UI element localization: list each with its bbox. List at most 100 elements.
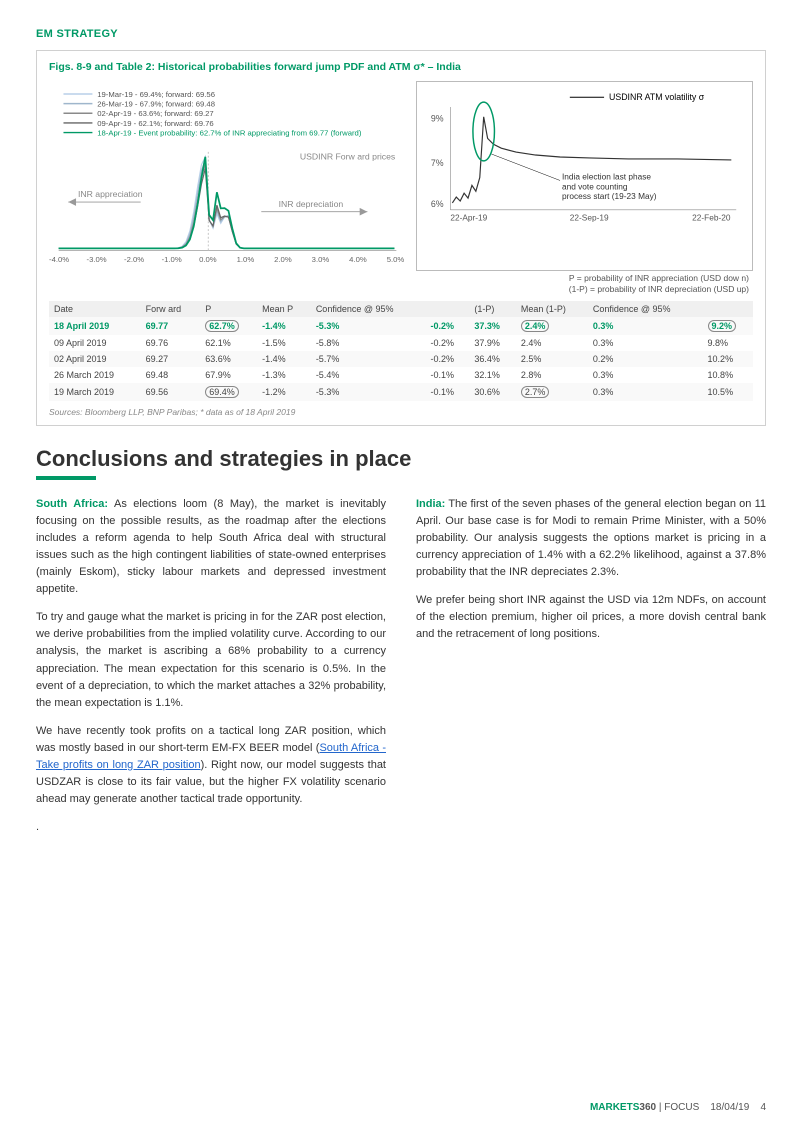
svg-text:19-Mar-19 - 69.4%; forward: 69: 19-Mar-19 - 69.4%; forward: 69.56 [97,90,215,99]
table-cell: 69.4% [200,383,257,401]
table-cell: 10.8% [703,367,753,383]
svg-text:22-Apr-19: 22-Apr-19 [450,213,487,223]
page-footer: MARKETS360 | FOCUS 18/04/19 4 [590,1102,766,1113]
table-cell: 2.7% [516,383,588,401]
svg-text:-2.0%: -2.0% [124,255,144,264]
table-cell: 69.56 [141,383,201,401]
table-cell: 10.2% [703,351,753,367]
pdf-chart: 19-Mar-19 - 69.4%; forward: 69.5626-Mar-… [49,81,406,271]
table-row: 02 April 201969.2763.6%-1.4%-5.7%-0.2%36… [49,351,753,367]
table-cell: 19 March 2019 [49,383,141,401]
svg-text:-4.0%: -4.0% [49,255,69,264]
svg-text:INR depreciation: INR depreciation [279,199,344,209]
table-cell: -0.1% [426,367,470,383]
svg-text:5.0%: 5.0% [387,255,405,264]
table-cell: 9.2% [703,317,753,335]
depreciation-arrow: INR depreciation [261,199,367,216]
svg-text:-1.0%: -1.0% [162,255,182,264]
table-cell: 69.27 [141,351,201,367]
svg-text:6%: 6% [431,199,444,209]
table-cell: 67.9% [200,367,257,383]
table-cell: 2.4% [516,317,588,335]
left-column: South Africa: As elections loom (8 May),… [36,496,386,847]
table-cell: 02 April 2019 [49,351,141,367]
table-cell: 63.6% [200,351,257,367]
table-row: 19 March 201969.5669.4%-1.2%-5.3%-0.1%30… [49,383,753,401]
table-notes: P = probability of INR appreciation (USD… [49,273,749,295]
table-cell: -5.7% [311,351,426,367]
table-cell: 36.4% [469,351,515,367]
table-cell: 10.5% [703,383,753,401]
table-cell: 37.3% [469,317,515,335]
svg-text:0.0%: 0.0% [199,255,217,264]
svg-text:26-Mar-19 - 67.9%; forward: 69: 26-Mar-19 - 67.9%; forward: 69.48 [97,100,215,109]
paragraph: We have recently took profits on a tacti… [36,723,386,808]
figure-title: Figs. 8-9 and Table 2: Historical probab… [49,61,753,73]
table-cell: 2.5% [516,351,588,367]
legend: 19-Mar-19 - 69.4%; forward: 69.5626-Mar-… [63,90,361,138]
svg-text:3.0%: 3.0% [312,255,330,264]
table-cell: 69.48 [141,367,201,383]
table-cell: 26 March 2019 [49,367,141,383]
table-cell: 32.1% [469,367,515,383]
svg-text:02-Apr-19 - 63.6%; forward: 69: 02-Apr-19 - 63.6%; forward: 69.27 [97,109,213,118]
table-cell: 69.76 [141,335,201,351]
table-cell: 2.4% [516,335,588,351]
paragraph: South Africa: As elections loom (8 May),… [36,496,386,598]
table-cell: -5.3% [311,383,426,401]
table-cell: -5.4% [311,367,426,383]
svg-text:India election last phase: India election last phase and vote count… [562,171,657,201]
table-row: 09 April 201969.7662.1%-1.5%-5.8%-0.2%37… [49,335,753,351]
paragraph: India: The first of the seven phases of … [416,496,766,581]
table-cell: -1.3% [257,367,311,383]
table-cell: 09 April 2019 [49,335,141,351]
svg-text:22-Sep-19: 22-Sep-19 [570,213,609,223]
body-columns: South Africa: As elections loom (8 May),… [36,496,766,847]
probability-table: DateForw ardPMean PConfidence @ 95%(1-P)… [49,301,753,401]
table-row: 26 March 201969.4867.9%-1.3%-5.4%-0.1%32… [49,367,753,383]
paragraph: To try and gauge what the market is pric… [36,609,386,711]
table-cell: 62.7% [200,317,257,335]
table-cell: 0.3% [588,335,703,351]
table-cell: 0.3% [588,367,703,383]
svg-text:1.0%: 1.0% [237,255,255,264]
heading-underline [36,476,96,480]
table-cell: 0.3% [588,317,703,335]
svg-text:USDINR ATM volatility σ: USDINR ATM volatility σ [609,92,705,102]
svg-text:09-Apr-19 - 62.1%; forward: 69: 09-Apr-19 - 62.1%; forward: 69.76 [97,119,213,128]
table-cell: -0.2% [426,335,470,351]
table-cell: 18 April 2019 [49,317,141,335]
svg-text:-3.0%: -3.0% [87,255,107,264]
section-heading: Conclusions and strategies in place [36,446,766,472]
paragraph: We prefer being short INR against the US… [416,592,766,643]
table-cell: -1.2% [257,383,311,401]
svg-text:4.0%: 4.0% [349,255,367,264]
table-cell: 30.6% [469,383,515,401]
table-row: 18 April 201969.7762.7%-1.4%-5.3%-0.2%37… [49,317,753,335]
table-cell: -1.4% [257,317,311,335]
appreciation-arrow: INR appreciation [68,189,142,206]
right-column: India: The first of the seven phases of … [416,496,766,847]
table-cell: 37.9% [469,335,515,351]
inline-link[interactable]: South Africa - Take profits on long ZAR … [36,742,386,771]
svg-text:9%: 9% [431,114,444,124]
table-cell: 62.1% [200,335,257,351]
table-cell: -0.2% [426,317,470,335]
page-header: EM STRATEGY [36,28,766,40]
table-cell: 0.2% [588,351,703,367]
figure-box: Figs. 8-9 and Table 2: Historical probab… [36,50,766,426]
svg-text:18-Apr-19 - Event probability:: 18-Apr-19 - Event probability: 62.7% of … [97,128,362,137]
svg-text:7%: 7% [431,158,444,168]
svg-text:2.0%: 2.0% [274,255,292,264]
table-cell: -1.5% [257,335,311,351]
table-cell: 69.77 [141,317,201,335]
atm-vol-chart: USDINR ATM volatility σ 9% 7% 6% India e… [416,81,753,271]
forward-prices-label: USDINR Forw ard prices [300,152,396,162]
table-cell: -5.8% [311,335,426,351]
table-cell: -1.4% [257,351,311,367]
table-cell: 2.8% [516,367,588,383]
paragraph: . [36,819,386,836]
table-cell: -0.2% [426,351,470,367]
table-cell: 0.3% [588,383,703,401]
svg-text:INR appreciation: INR appreciation [78,189,143,199]
